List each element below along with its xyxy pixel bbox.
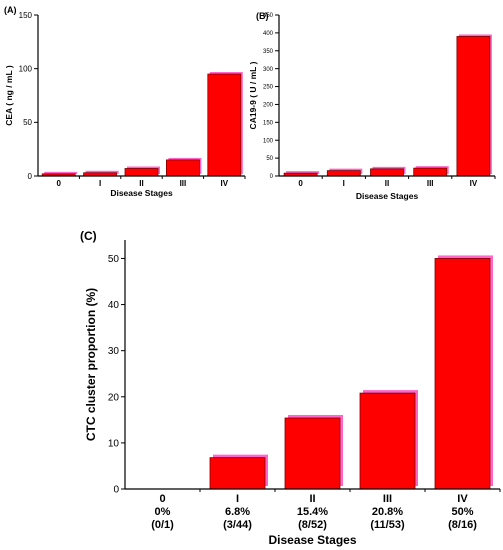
x-tick-sublabel: (0/1) — [151, 519, 174, 531]
bar — [209, 457, 266, 490]
y-tick-label: 450 — [263, 13, 274, 19]
y-tick-label: 50 — [266, 156, 273, 162]
bar — [434, 258, 491, 490]
panel-label: (B) — [256, 11, 269, 21]
bar — [207, 73, 242, 177]
x-tick-sublabel: 15.4% — [297, 506, 328, 518]
y-tick-label: 20 — [108, 392, 120, 403]
x-tick-label: 0 — [298, 179, 303, 188]
panel-label: (A) — [4, 5, 17, 15]
y-tick-label: 0 — [28, 172, 33, 181]
bar-shadow — [286, 171, 320, 174]
bar — [326, 170, 361, 177]
x-tick-label: I — [236, 493, 239, 505]
y-tick-label: 400 — [263, 31, 274, 37]
x-tick-label: II — [309, 493, 315, 505]
x-tick-sublabel: 50% — [451, 506, 473, 518]
y-tick-label: 100 — [19, 64, 33, 73]
y-tick-label: 0 — [113, 485, 119, 496]
bar — [456, 36, 491, 177]
x-tick-sublabel: (11/53) — [370, 519, 405, 531]
x-tick-label: IV — [470, 179, 478, 188]
y-tick-label: 0 — [270, 174, 274, 180]
bar — [165, 159, 200, 177]
y-tick-label: 200 — [263, 103, 274, 109]
y-tick-label: 50 — [108, 254, 120, 265]
y-tick-label: 150 — [19, 11, 33, 20]
x-tick-sublabel: (8/52) — [298, 519, 327, 531]
x-tick-label: II — [385, 179, 389, 188]
x-tick-sublabel: 6.8% — [225, 506, 250, 518]
y-axis-title: CTC cluster proportion (%) — [84, 288, 98, 441]
bar — [413, 167, 448, 177]
bar — [359, 392, 416, 490]
bar-shadow — [44, 171, 78, 174]
x-tick-label: IV — [457, 493, 468, 505]
y-tick-label: 30 — [108, 346, 120, 357]
bar — [124, 168, 159, 177]
x-axis-title: Disease Stages — [356, 191, 419, 201]
bar — [370, 168, 404, 177]
y-tick-label: 40 — [108, 300, 120, 311]
chart-panel-3: (C)0102030405000%(0/1)I6.8%(3/44)II15.4%… — [80, 229, 501, 547]
x-tick-label: 0 — [56, 179, 61, 188]
x-tick-label: II — [139, 179, 143, 188]
y-tick-label: 100 — [263, 138, 274, 144]
y-tick-label: 350 — [263, 49, 274, 55]
bar — [284, 417, 341, 490]
y-tick-label: 250 — [263, 85, 274, 91]
y-axis-title: CA19-9 ( U / mL ) — [248, 61, 258, 129]
x-tick-label: 0 — [159, 493, 165, 505]
x-tick-sublabel: 0% — [155, 506, 171, 518]
y-tick-label: 10 — [108, 438, 120, 449]
x-tick-sublabel: 20.8% — [372, 506, 403, 518]
y-tick-label: 50 — [23, 118, 32, 127]
x-tick-sublabel: (3/44) — [223, 519, 252, 531]
x-tick-label: I — [99, 179, 101, 188]
x-axis-title: Disease Stages — [268, 533, 356, 547]
x-tick-label: III — [180, 179, 187, 188]
x-tick-label: III — [383, 493, 392, 505]
x-axis-title: Disease Stages — [110, 188, 173, 198]
x-tick-label: III — [427, 179, 434, 188]
x-tick-label: I — [343, 179, 345, 188]
x-tick-label: IV — [221, 179, 229, 188]
x-tick-sublabel: (8/16) — [448, 519, 477, 531]
y-tick-label: 300 — [263, 67, 274, 73]
y-tick-label: 150 — [263, 120, 274, 126]
panel-label: (C) — [80, 229, 97, 243]
y-axis-title: CEA ( ng / mL ) — [4, 65, 14, 126]
